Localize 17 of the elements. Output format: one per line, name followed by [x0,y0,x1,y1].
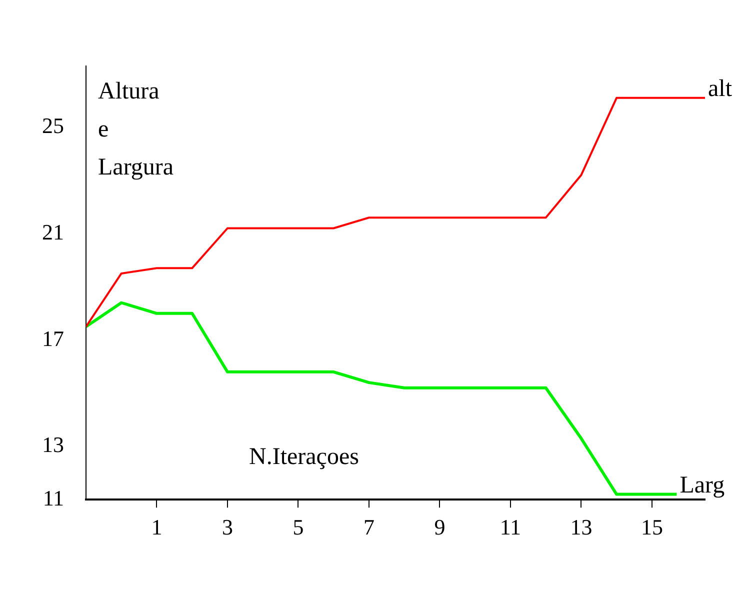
y-axis-title: Altura e Largura [98,78,174,180]
x-tick-label: 15 [640,514,663,540]
y-tick-label: 11 [42,485,64,510]
x-tick-label: 13 [570,514,592,540]
y-tick-label: 25 [42,112,64,138]
y-tick-label: 13 [42,432,64,458]
y-tick-label: 21 [42,219,64,244]
x-axis-title: N.Iteraçoes [249,444,359,470]
series-label: alt [708,76,732,102]
x-tick-label: 3 [222,514,233,540]
x-tick-label: 7 [363,514,374,540]
y-tick-label: 17 [42,326,64,351]
x-tick-label: 11 [500,514,522,540]
x-tick-label: 9 [434,514,446,540]
series-label: Larg [680,472,725,499]
x-tick-label: 1 [151,514,162,540]
x-tick-label: 5 [292,514,304,540]
